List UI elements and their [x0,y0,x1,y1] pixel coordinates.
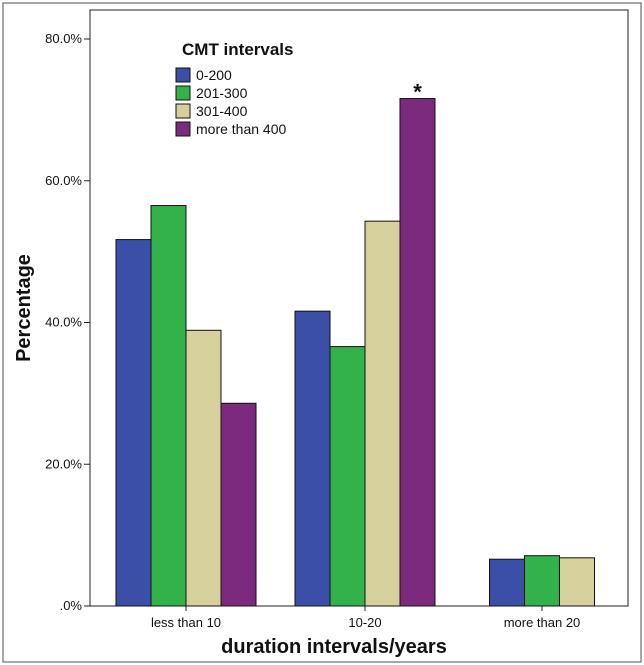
legend-box [170,32,305,160]
y-tick-label: .0% [60,598,83,613]
bar [150,205,187,607]
y-tick-label: 20.0% [45,456,82,471]
legend-label: 301-400 [196,103,248,119]
legend-title: CMT intervals [182,40,293,59]
legend-label: 0-200 [196,67,232,83]
legend: CMT intervals 0-200 201-300 301-400 more th… [170,32,305,160]
y-tick-label: 40.0% [45,315,82,330]
legend-swatch [175,85,191,101]
bar [220,402,257,607]
bar [524,555,560,607]
bar [559,557,595,607]
significance-annotation: * [413,80,422,105]
x-axis-title: duration intervals/years [221,636,447,658]
x-tick-label: more than 20 [504,615,581,630]
y-tick-label: 80.0% [45,31,82,46]
legend-swatch [175,103,191,119]
legend-label: 201-300 [196,85,248,101]
bar [329,346,366,607]
bar [294,310,331,607]
x-tick-label: less than 10 [151,615,221,630]
bars-group [115,98,595,607]
legend-swatch [175,121,191,137]
x-tick-label: 10-20 [348,615,381,630]
y-axis-title: Percentage [13,254,35,362]
bar [364,220,401,607]
bar [185,329,222,607]
bar [489,558,525,607]
legend-label: more than 400 [196,121,286,137]
bar [399,98,436,607]
bar [115,239,152,607]
y-axis-ticks: 80.0% 60.0% 40.0% 20.0% .0% [45,31,90,613]
legend-swatch [175,67,191,83]
y-tick-label: 60.0% [45,173,82,188]
x-axis-ticks: less than 10 10-20 more than 20 [151,606,580,630]
